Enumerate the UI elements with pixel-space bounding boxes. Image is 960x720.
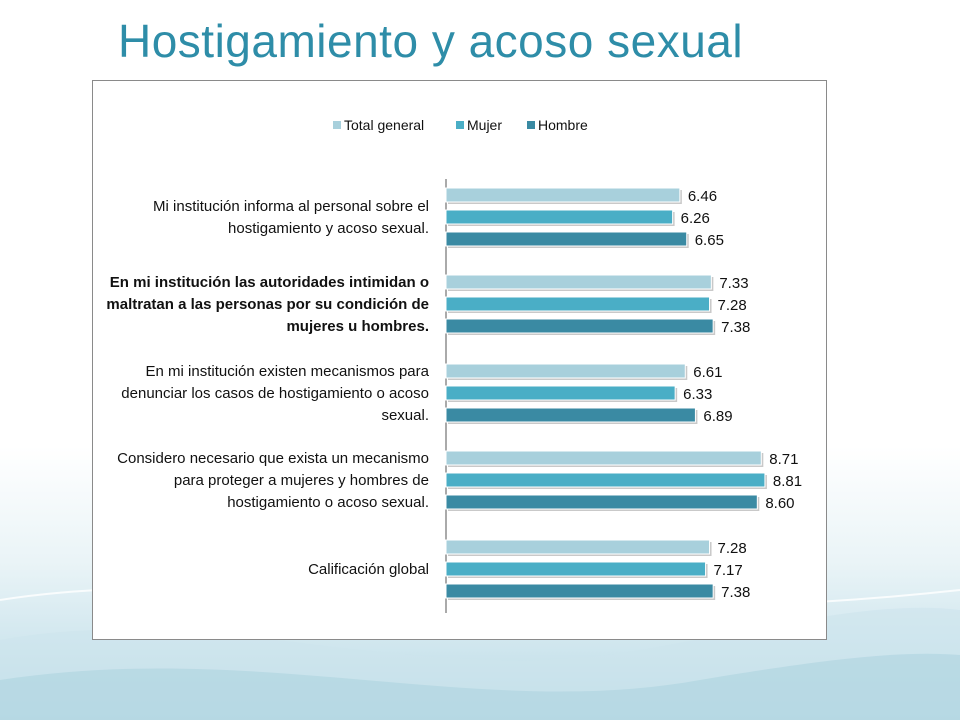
legend-swatch-3 xyxy=(527,121,535,129)
data-label-1-5: 7.28 xyxy=(718,540,747,557)
data-label-3-3: 6.89 xyxy=(703,408,732,425)
bar-mujer-2 xyxy=(445,296,711,312)
category-label-4-line-3: hostigamiento o acoso sexual. xyxy=(227,494,429,511)
bar-hombre-5 xyxy=(445,583,714,599)
bar-hombre-1 xyxy=(445,231,688,247)
bar-mujer-3 xyxy=(445,385,676,401)
data-label-2-4: 8.81 xyxy=(773,473,802,490)
data-label-3-5: 7.38 xyxy=(721,584,750,601)
category-label-3-line-3: sexual. xyxy=(381,407,429,424)
bar-total-general-3 xyxy=(445,363,686,379)
category-label-2-line-1: En mi institución las autoridades intimi… xyxy=(110,274,429,291)
category-label-1-line-1: Mi institución informa al personal sobre… xyxy=(153,198,429,215)
data-label-3-1: 6.65 xyxy=(695,232,724,249)
data-label-1-3: 6.61 xyxy=(693,364,722,381)
legend-label-3: Hombre xyxy=(538,117,588,133)
data-label-2-1: 6.26 xyxy=(681,210,710,227)
slide-title: Hostigamiento y acoso sexual xyxy=(118,15,744,67)
bar-hombre-4 xyxy=(445,494,758,510)
category-label-1-line-2: hostigamiento y acoso sexual. xyxy=(228,220,429,237)
data-label-2-3: 6.33 xyxy=(683,386,712,403)
category-label-2-line-3: mujeres u hombres. xyxy=(286,318,429,335)
bar-mujer-4 xyxy=(445,472,766,488)
chart-frame: Total general Mujer Hombre Mi institución i… xyxy=(92,80,827,640)
legend-swatch-1 xyxy=(333,121,341,129)
data-label-2-5: 7.17 xyxy=(714,562,743,579)
category-label-4-line-2: para proteger a mujeres y hombres de xyxy=(174,472,429,489)
category-label-2-line-2: maltratan a las personas por su condició… xyxy=(106,296,429,313)
bar-total-general-4 xyxy=(445,450,762,466)
data-label-2-2: 7.28 xyxy=(718,297,747,314)
bar-total-general-5 xyxy=(445,539,711,555)
category-label-3-line-1: En mi institución existen mecanismos par… xyxy=(146,363,430,380)
bar-mujer-1 xyxy=(445,209,674,225)
bar-total-general-1 xyxy=(445,187,681,203)
legend-label-2: Mujer xyxy=(467,117,502,133)
data-label-1-1: 6.46 xyxy=(688,188,717,205)
bar-mujer-5 xyxy=(445,561,707,577)
category-label-3-line-2: denunciar los casos de hostigamiento o a… xyxy=(121,385,429,402)
data-label-3-2: 7.38 xyxy=(721,319,750,336)
legend-swatch-2 xyxy=(456,121,464,129)
bar-hombre-3 xyxy=(445,407,696,423)
data-label-1-2: 7.33 xyxy=(719,275,748,292)
bar-total-general-2 xyxy=(445,274,712,290)
legend-label-1: Total general xyxy=(344,117,424,133)
bar-hombre-2 xyxy=(445,318,714,334)
bar-chart: Total general Mujer Hombre Mi institución i… xyxy=(106,117,802,613)
category-label-4-line-1: Considero necesario que exista un mecani… xyxy=(117,450,429,467)
data-label-1-4: 8.71 xyxy=(769,451,798,468)
data-label-3-4: 8.60 xyxy=(765,495,794,512)
category-label-5-line-1: Calificación global xyxy=(308,561,429,578)
